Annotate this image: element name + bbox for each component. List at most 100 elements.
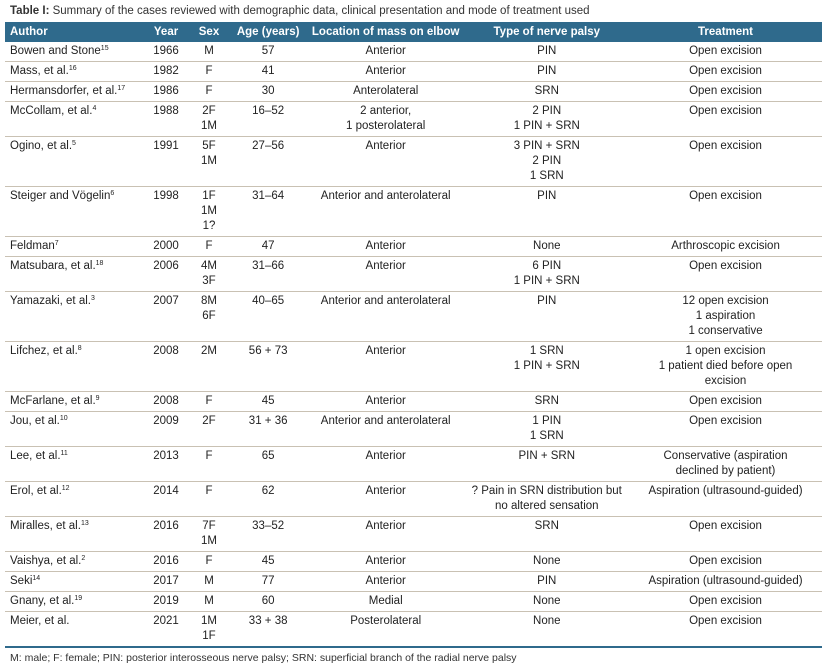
cell-palsy: None <box>464 591 630 612</box>
cell-location: Anterior and anterolateral <box>306 291 465 342</box>
cell-author: Meier, et al. <box>5 611 144 648</box>
table-row: Gnany, et al.19 2019 M 60 Medial None Open exc… <box>5 591 822 612</box>
reference-number: 4 <box>92 105 97 112</box>
author-name: Steiger and Vögelin <box>10 190 111 202</box>
cell-treatment: Open excision <box>629 591 822 612</box>
cell-author: Miralles, et al.13 <box>5 516 144 552</box>
cell-palsy: PIN <box>464 571 630 592</box>
table-row: Lifchez, et al.8 2008 2M 56 + 73 Anterior 1 S… <box>5 341 822 392</box>
cell-treatment: Open excision <box>629 256 822 292</box>
cell-sex: F <box>188 481 230 517</box>
reference-number: 9 <box>95 395 100 402</box>
cell-treatment: Open excision <box>629 81 822 102</box>
cell-age: 31–64 <box>229 186 307 237</box>
cell-year: 2019 <box>143 591 189 612</box>
cell-sex: 2F 1M <box>188 101 230 137</box>
cell-sex: M <box>188 571 230 592</box>
table-row: McFarlane, et al.9 2008 F 45 Anterior SRN Open… <box>5 391 822 412</box>
reference-number: 17 <box>117 85 126 92</box>
cell-palsy: PIN <box>464 42 630 62</box>
author-name: Bowen and Stone <box>10 45 101 57</box>
cell-location: Anterior <box>306 236 465 257</box>
cell-treatment: Open excision <box>629 611 822 648</box>
cell-year: 2000 <box>143 236 189 257</box>
cell-year: 2009 <box>143 411 189 447</box>
author-name: Meier, et al. <box>10 615 70 627</box>
table-row: McCollam, et al.4 1988 2F 1M 16–52 2 anterio… <box>5 101 822 137</box>
reference-number: 11 <box>60 450 68 457</box>
author-name: Matsubara, et al. <box>10 260 96 272</box>
cell-location: Anterior and anterolateral <box>306 186 465 237</box>
cell-location: 2 anterior, 1 posterolateral <box>306 101 465 137</box>
table-row: Lee, et al.11 2013 F 65 Anterior PIN + SRN Con… <box>5 446 822 482</box>
table-row: Erol, et al.12 2014 F 62 Anterior? Pain in S… <box>5 481 822 517</box>
reference-number: 13 <box>80 520 89 527</box>
cell-year: 1986 <box>143 81 189 102</box>
cell-palsy: SRN <box>464 81 630 102</box>
author-name: Hermansdorfer, et al. <box>10 85 118 97</box>
cell-location: Anterior <box>306 341 465 392</box>
cell-location: Anterior <box>306 571 465 592</box>
cell-location: Anterior and anterolateral <box>306 411 465 447</box>
cell-location: Anterior <box>306 481 465 517</box>
cell-palsy: SRN <box>464 516 630 552</box>
cell-year: 2016 <box>143 551 189 572</box>
cell-year: 1991 <box>143 136 189 187</box>
cell-treatment: Conservative (aspiration declined by pat… <box>629 446 822 482</box>
cell-location: Anterior <box>306 391 465 412</box>
table-row: Bowen and Stone15 1966 M 57 Anterior PIN Open … <box>5 42 822 62</box>
cell-age: 40–65 <box>229 291 307 342</box>
cell-age: 30 <box>229 81 307 102</box>
cell-palsy: PIN <box>464 291 630 342</box>
table-row: Feldman7 2000 F 47 Anterior None Arthroscopic … <box>5 236 822 257</box>
cell-sex: 1M 1F <box>188 611 230 648</box>
cell-location: Posterolateral <box>306 611 465 648</box>
caption-label: Table I: <box>10 5 50 17</box>
reference-number: 7 <box>54 240 59 247</box>
author-name: Jou, et al. <box>10 415 60 427</box>
reference-number: 16 <box>68 65 77 72</box>
cell-year: 2006 <box>143 256 189 292</box>
cell-treatment: Open excision <box>629 136 822 187</box>
cell-location: Anterolateral <box>306 81 465 102</box>
cell-palsy: 6 PIN 1 PIN + SRN <box>464 256 630 292</box>
author-name: Feldman <box>10 240 55 252</box>
cell-author: Lifchez, et al.8 <box>5 341 144 392</box>
cell-treatment: 12 open excision 1 aspiration 1 conserva… <box>629 291 822 342</box>
cell-age: 41 <box>229 61 307 82</box>
cell-year: 2014 <box>143 481 189 517</box>
cell-treatment: 1 open excision 1 patient died before op… <box>629 341 822 392</box>
cell-palsy: 1 SRN 1 PIN + SRN <box>464 341 630 392</box>
cell-location: Anterior <box>306 446 465 482</box>
cell-year: 1998 <box>143 186 189 237</box>
cell-palsy: ? Pain in SRN distribution but no altere… <box>464 481 630 517</box>
cell-palsy: SRN <box>464 391 630 412</box>
cell-author: Matsubara, et al.18 <box>5 256 144 292</box>
cell-treatment: Aspiration (ultrasound-guided) <box>629 571 822 592</box>
cell-palsy: 3 PIN + SRN 2 PIN 1 SRN <box>464 136 630 187</box>
cell-author: Vaishya, et al.2 <box>5 551 144 572</box>
cell-author: Yamazaki, et al.3 <box>5 291 144 342</box>
author-name: Lifchez, et al. <box>10 345 78 357</box>
cell-age: 65 <box>229 446 307 482</box>
cell-year: 1966 <box>143 42 189 62</box>
reference-number: 3 <box>90 295 95 302</box>
cell-age: 56 + 73 <box>229 341 307 392</box>
cell-sex: F <box>188 446 230 482</box>
cell-year: 2016 <box>143 516 189 552</box>
cell-sex: F <box>188 81 230 102</box>
cell-sex: F <box>188 236 230 257</box>
cell-sex: M <box>188 42 230 62</box>
cell-year: 2007 <box>143 291 189 342</box>
column-header-location: Location of mass on elbow <box>306 22 465 42</box>
cell-location: Anterior <box>306 136 465 187</box>
reference-number: 15 <box>100 45 109 52</box>
caption-text: Summary of the cases reviewed with demog… <box>49 5 590 17</box>
reference-number: 18 <box>95 260 104 267</box>
author-name: McCollam, et al. <box>10 105 93 117</box>
cell-sex: 4M 3F <box>188 256 230 292</box>
table-row: Hermansdorfer, et al.17 1986 F 30 Anterolate… <box>5 81 822 102</box>
table-footnote: M: male; F: female; PIN: posterior inter… <box>10 652 517 664</box>
table-row: Seki14 2017 M 77 Anterior PIN Aspiration (ultr… <box>5 571 822 592</box>
